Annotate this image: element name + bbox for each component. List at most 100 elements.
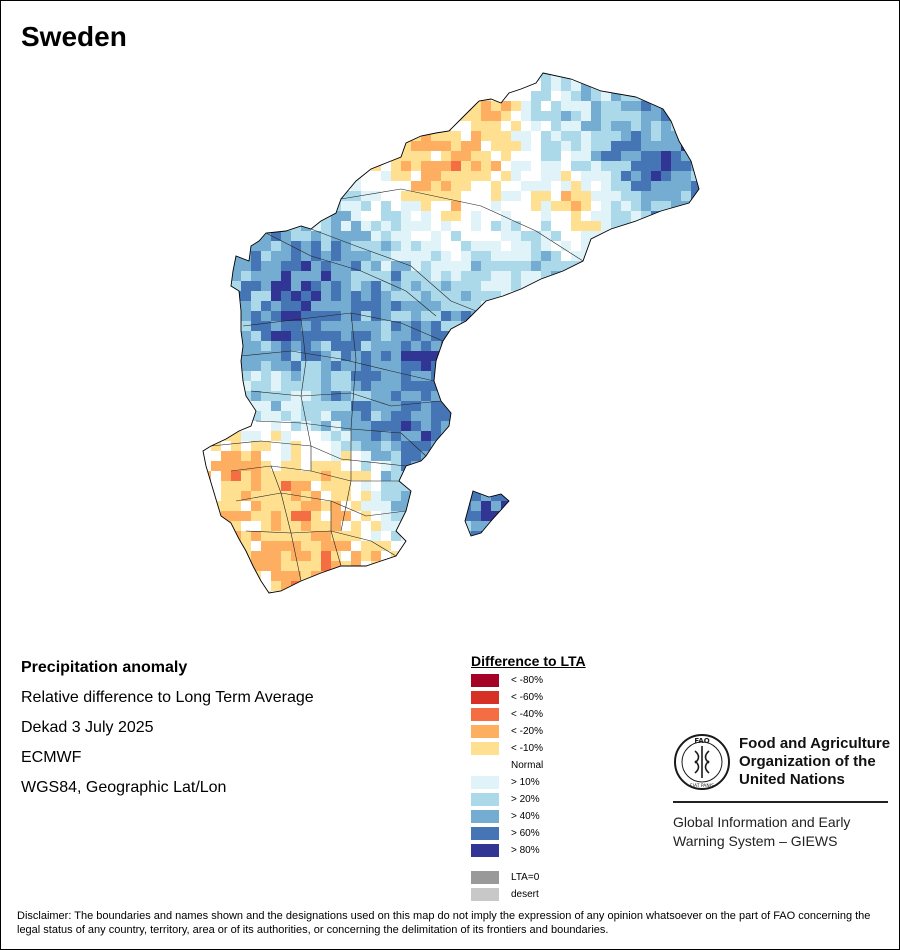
anomaly-cell xyxy=(611,191,621,201)
anomaly-cell xyxy=(191,121,201,131)
anomaly-cell xyxy=(671,551,681,561)
anomaly-cell xyxy=(651,191,661,201)
anomaly-cell xyxy=(351,421,361,431)
anomaly-cell xyxy=(651,441,661,451)
anomaly-cell xyxy=(231,361,241,371)
anomaly-cell xyxy=(561,311,571,321)
anomaly-cell xyxy=(531,221,541,231)
anomaly-cell xyxy=(551,281,561,291)
anomaly-cell xyxy=(271,421,281,431)
anomaly-cell xyxy=(661,171,671,181)
anomaly-cell xyxy=(421,471,431,481)
anomaly-cell xyxy=(231,271,241,281)
anomaly-cell xyxy=(621,501,631,511)
anomaly-cell xyxy=(361,421,371,431)
anomaly-cell xyxy=(591,201,601,211)
anomaly-cell xyxy=(671,251,681,261)
anomaly-cell xyxy=(571,251,581,261)
anomaly-cell xyxy=(691,211,699,221)
anomaly-cell xyxy=(501,281,511,291)
anomaly-cell xyxy=(401,511,411,521)
anomaly-cell xyxy=(301,211,311,221)
anomaly-cell xyxy=(191,541,201,551)
anomaly-cell xyxy=(441,361,451,371)
anomaly-cell xyxy=(391,131,401,141)
anomaly-cell xyxy=(481,571,491,581)
anomaly-cell xyxy=(521,191,531,201)
anomaly-cell xyxy=(281,511,291,521)
anomaly-cell xyxy=(271,281,281,291)
anomaly-cell xyxy=(241,121,251,131)
anomaly-cell xyxy=(211,401,221,411)
anomaly-cell xyxy=(361,571,371,581)
anomaly-cell xyxy=(581,401,591,411)
anomaly-cell xyxy=(381,451,391,461)
anomaly-cell xyxy=(331,471,341,481)
fao-divider xyxy=(673,801,888,803)
anomaly-cell xyxy=(301,471,311,481)
anomaly-cell xyxy=(203,261,211,271)
anomaly-cell xyxy=(531,111,541,121)
anomaly-cell xyxy=(571,531,581,541)
anomaly-cell xyxy=(291,391,301,401)
anomaly-cell xyxy=(261,101,271,111)
anomaly-cell xyxy=(551,561,561,571)
anomaly-cell xyxy=(661,101,671,111)
anomaly-cell xyxy=(401,281,411,291)
anomaly-cell xyxy=(411,481,421,491)
anomaly-cell xyxy=(651,241,661,251)
anomaly-cell xyxy=(461,201,471,211)
anomaly-cell xyxy=(501,331,511,341)
anomaly-cell xyxy=(581,511,591,521)
anomaly-cell xyxy=(531,581,541,591)
anomaly-cell xyxy=(231,121,241,131)
anomaly-cell xyxy=(441,291,451,301)
anomaly-cell xyxy=(401,421,411,431)
anomaly-cell xyxy=(451,271,461,281)
anomaly-cell xyxy=(381,371,391,381)
anomaly-cell xyxy=(691,101,699,111)
anomaly-cell xyxy=(701,201,711,211)
anomaly-cell xyxy=(441,211,451,221)
anomaly-cell xyxy=(621,301,631,311)
anomaly-cell xyxy=(291,541,301,551)
anomaly-cell xyxy=(661,451,671,461)
anomaly-cell xyxy=(231,391,241,401)
legend-item: < -20% xyxy=(471,724,543,738)
anomaly-cell xyxy=(271,291,281,301)
anomaly-cell xyxy=(351,201,361,211)
anomaly-cell xyxy=(261,151,271,161)
anomaly-cell xyxy=(491,191,501,201)
anomaly-cell xyxy=(231,561,241,571)
anomaly-cell xyxy=(381,251,391,261)
anomaly-cell xyxy=(431,221,441,231)
anomaly-cell xyxy=(621,581,631,591)
anomaly-cell xyxy=(291,321,301,331)
anomaly-cell xyxy=(411,541,421,551)
anomaly-cell xyxy=(381,351,391,361)
anomaly-cell xyxy=(541,381,551,391)
anomaly-cell xyxy=(421,61,431,71)
anomaly-cell xyxy=(681,471,691,481)
anomaly-cell xyxy=(381,321,391,331)
anomaly-cell xyxy=(661,401,671,411)
anomaly-cell xyxy=(391,241,401,251)
anomaly-cell xyxy=(221,441,231,451)
anomaly-cell xyxy=(551,481,561,491)
anomaly-cell xyxy=(291,451,301,461)
anomaly-cell xyxy=(631,201,641,211)
anomaly-cell xyxy=(501,251,511,261)
anomaly-cell xyxy=(331,531,341,541)
anomaly-cell xyxy=(321,351,331,361)
anomaly-cell xyxy=(221,171,231,181)
anomaly-cell xyxy=(601,521,611,531)
anomaly-cell xyxy=(551,371,561,381)
anomaly-cell xyxy=(691,461,699,471)
anomaly-cell xyxy=(251,431,261,441)
anomaly-cell xyxy=(401,291,411,301)
anomaly-cell xyxy=(221,461,231,471)
anomaly-cell xyxy=(621,121,631,131)
anomaly-cell xyxy=(671,541,681,551)
anomaly-cell xyxy=(481,271,491,281)
anomaly-cell xyxy=(371,581,381,591)
